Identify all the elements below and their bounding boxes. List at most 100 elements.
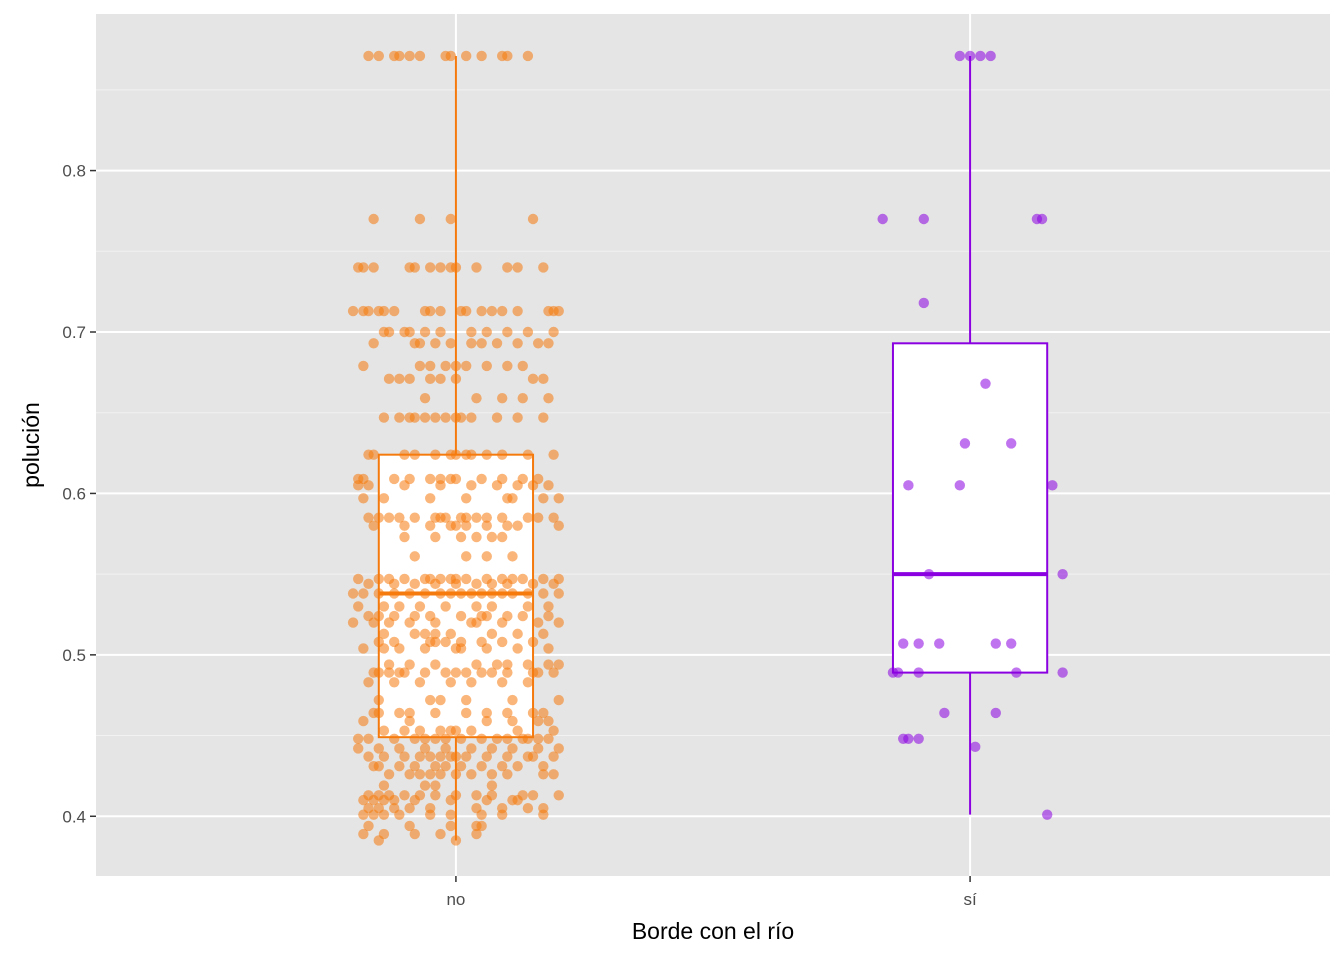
data-point (466, 743, 477, 754)
data-point (455, 733, 467, 744)
data-point (481, 360, 492, 372)
data-point (455, 761, 467, 772)
data-point (378, 305, 390, 317)
data-point (399, 725, 410, 736)
data-point (419, 780, 431, 791)
data-point (502, 578, 513, 590)
data-point (404, 617, 415, 628)
data-point (353, 743, 364, 754)
data-point (414, 677, 426, 688)
data-point (502, 520, 513, 531)
data-point (512, 338, 523, 349)
data-point (538, 573, 549, 585)
data-point (430, 733, 441, 744)
data-point (502, 667, 513, 678)
data-point (877, 213, 888, 225)
data-point (378, 412, 390, 423)
data-point (980, 378, 991, 389)
data-point (399, 751, 410, 762)
data-point (445, 628, 456, 640)
data-point (461, 551, 472, 562)
data-point (435, 725, 446, 736)
y-axis: 0.4 0.5 0.6 0.7 0.8 (62, 162, 96, 826)
data-point (440, 761, 451, 772)
data-point (363, 480, 374, 491)
data-point (507, 551, 518, 562)
data-point (527, 790, 539, 801)
data-point (435, 769, 446, 780)
data-point (461, 360, 472, 372)
data-point (347, 305, 359, 317)
data-point (425, 473, 436, 485)
data-point (455, 588, 467, 599)
data-point (512, 480, 523, 491)
data-point (512, 628, 523, 640)
data-point (430, 761, 441, 772)
data-point (389, 305, 400, 317)
data-point (378, 809, 390, 820)
data-point (532, 512, 544, 523)
data-point (496, 761, 508, 772)
data-point (512, 305, 523, 317)
data-point (430, 636, 441, 648)
data-point (476, 667, 487, 678)
data-point (440, 733, 451, 744)
data-point (414, 601, 426, 612)
data-point (373, 743, 384, 754)
data-point (435, 751, 446, 762)
data-point (404, 803, 415, 814)
data-point (476, 820, 487, 832)
data-point (486, 601, 498, 612)
data-point (466, 449, 477, 460)
data-point (522, 326, 534, 338)
data-point (954, 480, 965, 491)
data-point (502, 707, 513, 719)
data-point (358, 360, 369, 372)
data-point (1011, 667, 1022, 678)
data-point (923, 568, 935, 580)
data-point (466, 480, 477, 491)
data-point (419, 628, 431, 640)
data-point (440, 601, 451, 612)
data-point (404, 373, 415, 385)
data-point (425, 769, 436, 780)
data-point (502, 659, 513, 670)
data-point (430, 617, 441, 628)
data-point (363, 733, 374, 744)
data-point (481, 610, 492, 622)
data-point (368, 262, 379, 273)
data-point (383, 512, 395, 523)
data-point (954, 50, 965, 62)
data-point (466, 769, 477, 780)
data-point (466, 338, 477, 349)
data-point (502, 326, 513, 338)
data-point (990, 707, 1001, 719)
data-point (430, 707, 441, 719)
data-point (527, 373, 539, 385)
data-point (461, 694, 472, 706)
data-point (404, 769, 415, 780)
data-point (471, 512, 482, 523)
data-point (959, 438, 971, 449)
data-point (548, 725, 559, 736)
data-point (363, 820, 374, 832)
data-point (512, 761, 523, 772)
data-point (363, 677, 374, 688)
data-point (394, 373, 405, 385)
data-point (553, 305, 564, 317)
data-point (532, 743, 544, 754)
data-point (368, 213, 379, 225)
data-point (1047, 480, 1058, 491)
x-axis: no sí (446, 876, 977, 909)
data-point (481, 449, 492, 460)
data-point (373, 835, 384, 846)
data-point (476, 588, 487, 599)
data-point (430, 449, 441, 460)
data-point (496, 588, 508, 599)
minor-gridlines (96, 89, 1330, 737)
data-point (496, 392, 508, 404)
data-point (425, 305, 436, 317)
data-point (409, 794, 420, 806)
data-point (363, 751, 374, 762)
data-point (466, 412, 477, 423)
